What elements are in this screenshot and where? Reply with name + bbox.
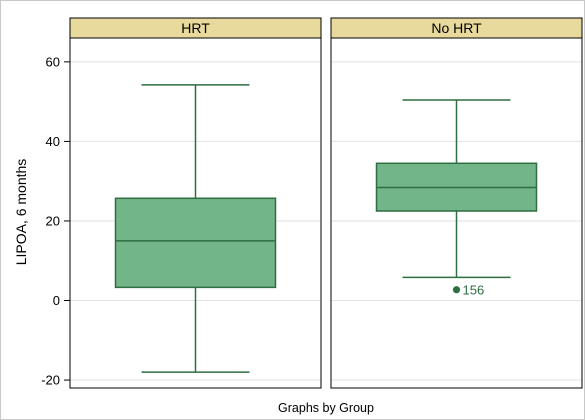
y-tick-label: 60 bbox=[46, 54, 60, 69]
outlier-point bbox=[452, 286, 461, 294]
panel-header-label: No HRT bbox=[431, 20, 482, 36]
y-axis-label: LIPOA, 6 months bbox=[13, 159, 29, 266]
gridlines bbox=[70, 61, 582, 381]
y-tick-label: -20 bbox=[41, 373, 60, 388]
panels: HRT No HRT 156 bbox=[69, 17, 583, 389]
panel-hrt: HRT bbox=[69, 17, 322, 389]
y-axis: -20 0 20 40 60 bbox=[41, 54, 70, 388]
footer-note: Graphs by Group bbox=[278, 401, 374, 415]
panel-border bbox=[330, 37, 583, 389]
y-tick-label: 20 bbox=[46, 213, 60, 228]
y-tick-label: 40 bbox=[46, 134, 60, 149]
iqr-box bbox=[114, 197, 277, 289]
panel-header-label: HRT bbox=[181, 20, 210, 36]
y-tick-label: 0 bbox=[53, 293, 60, 308]
outlier-label: 156 bbox=[463, 282, 485, 297]
panel-no-hrt: No HRT 156 bbox=[330, 17, 583, 389]
panel-border bbox=[69, 37, 322, 389]
